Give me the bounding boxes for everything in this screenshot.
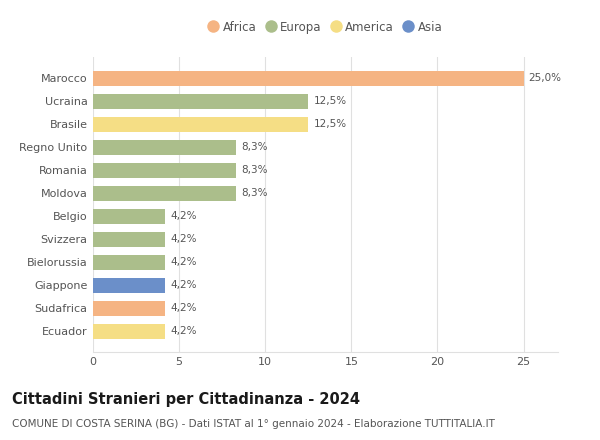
- Bar: [93, 117, 308, 132]
- Bar: [93, 186, 236, 201]
- Text: COMUNE DI COSTA SERINA (BG) - Dati ISTAT al 1° gennaio 2024 - Elaborazione TUTTI: COMUNE DI COSTA SERINA (BG) - Dati ISTAT…: [12, 419, 495, 429]
- Legend: Africa, Europa, America, Asia: Africa, Europa, America, Asia: [204, 16, 447, 38]
- Bar: [93, 94, 308, 109]
- Text: 4,2%: 4,2%: [170, 303, 197, 313]
- Text: 8,3%: 8,3%: [241, 165, 268, 175]
- Bar: [93, 231, 166, 246]
- Text: 4,2%: 4,2%: [170, 234, 197, 244]
- Bar: [93, 301, 166, 315]
- Text: 12,5%: 12,5%: [313, 96, 347, 106]
- Text: 8,3%: 8,3%: [241, 188, 268, 198]
- Text: 4,2%: 4,2%: [170, 280, 197, 290]
- Bar: [93, 324, 166, 339]
- Text: 12,5%: 12,5%: [313, 119, 347, 129]
- Text: 25,0%: 25,0%: [529, 73, 562, 83]
- Text: 4,2%: 4,2%: [170, 326, 197, 336]
- Bar: [93, 278, 166, 293]
- Bar: [93, 70, 524, 85]
- Text: Cittadini Stranieri per Cittadinanza - 2024: Cittadini Stranieri per Cittadinanza - 2…: [12, 392, 360, 407]
- Bar: [93, 139, 236, 154]
- Bar: [93, 209, 166, 224]
- Text: 8,3%: 8,3%: [241, 142, 268, 152]
- Text: 4,2%: 4,2%: [170, 257, 197, 267]
- Text: 4,2%: 4,2%: [170, 211, 197, 221]
- Bar: [93, 255, 166, 270]
- Bar: [93, 163, 236, 178]
